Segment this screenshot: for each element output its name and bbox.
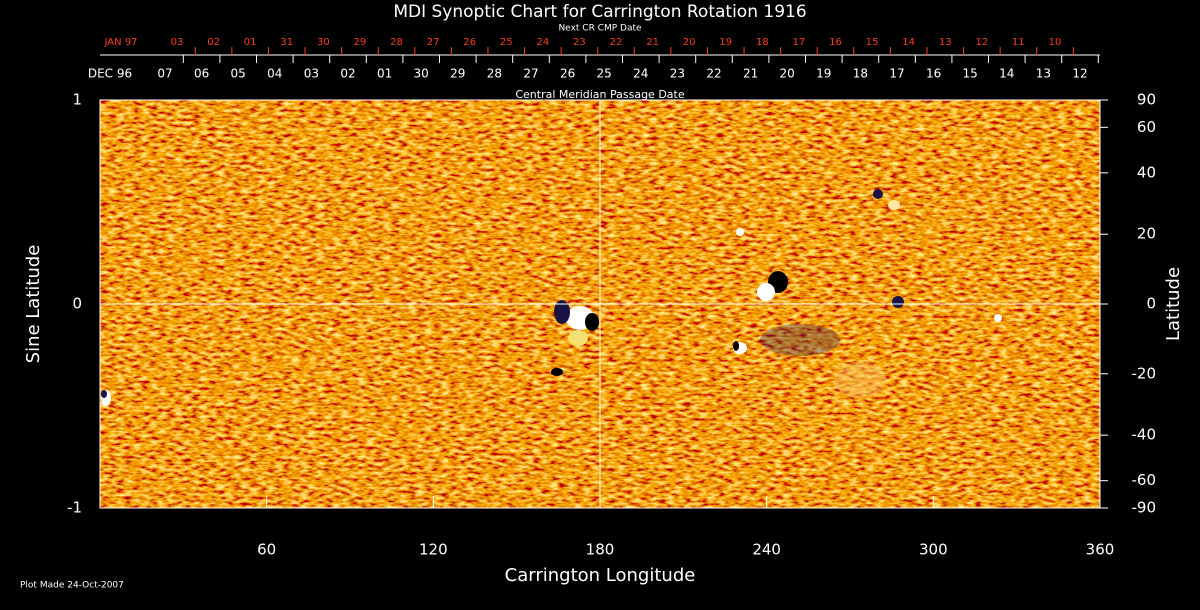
top-axis-label: 13 <box>1036 67 1051 81</box>
next-axis-label: 10 <box>1049 37 1062 48</box>
footnote: Plot Made 24-Oct-2007 <box>20 581 124 591</box>
y2-tick-label: 0 <box>1146 295 1156 313</box>
top-axis-label: 18 <box>853 67 868 81</box>
top-axis-label: 03 <box>304 67 319 81</box>
y-tick-label: 0 <box>72 295 82 313</box>
x-tick-label: 180 <box>586 541 615 559</box>
next-axis-label: 25 <box>500 37 513 48</box>
next-axis-label: 01 <box>244 37 257 48</box>
top-axis-label: 28 <box>487 67 502 81</box>
next-axis-label: Next CR CMP Date <box>558 24 642 34</box>
next-axis-label: 21 <box>646 37 659 48</box>
top-axis-label: 04 <box>267 67 282 81</box>
next-axis-label: 27 <box>427 37 440 48</box>
next-axis-label: 23 <box>573 37 586 48</box>
next-axis-label: 11 <box>1012 37 1025 48</box>
next-axis-label: 28 <box>390 37 403 48</box>
y-tick-label: 1 <box>72 91 82 109</box>
y2-axis-label: Latitude <box>1163 267 1184 341</box>
y2-tick-label: 60 <box>1137 118 1156 136</box>
top-axis-label: 07 <box>157 67 172 81</box>
top-axis-label: 19 <box>816 67 831 81</box>
next-axis-label: 24 <box>536 37 549 48</box>
top-axis-label: 22 <box>706 67 721 81</box>
top-axis-label: DEC 96 <box>88 67 132 81</box>
chart-title: MDI Synoptic Chart for Carrington Rotati… <box>393 2 806 22</box>
next-axis-label: 15 <box>866 37 879 48</box>
top-axis-label: 26 <box>560 67 575 81</box>
next-axis-label: 03 <box>171 37 184 48</box>
top-axis-label: 23 <box>670 67 685 81</box>
x-tick-label: 240 <box>752 541 781 559</box>
top-axis-label: 24 <box>633 67 648 81</box>
top-axis-label: 01 <box>377 67 392 81</box>
top-axis-label: 27 <box>523 67 538 81</box>
x-tick-label: 120 <box>419 541 448 559</box>
x-tick-label: 60 <box>257 541 276 559</box>
next-axis-label: 31 <box>280 37 293 48</box>
x-tick-label: 360 <box>1086 541 1115 559</box>
next-axis-label: 02 <box>207 37 220 48</box>
x-axis-label: Carrington Longitude <box>505 565 696 586</box>
y2-tick-label: -60 <box>1132 471 1157 489</box>
top-axis-label: 29 <box>450 67 465 81</box>
next-axis-label: 22 <box>610 37 623 48</box>
next-axis-label: 20 <box>683 37 696 48</box>
next-axis-label: 17 <box>793 37 806 48</box>
y2-tick-label: 90 <box>1137 91 1156 109</box>
top-axis-label: 20 <box>780 67 795 81</box>
next-axis-label: 26 <box>463 37 476 48</box>
y-tick-label: -1 <box>67 499 82 517</box>
top-axis-label: 05 <box>231 67 246 81</box>
top-axis-label: 14 <box>999 67 1014 81</box>
y2-tick-label: -20 <box>1132 364 1157 382</box>
next-axis-label: 30 <box>317 37 330 48</box>
top-axis-label: 12 <box>1072 67 1087 81</box>
top-axis-label: 06 <box>194 67 209 81</box>
next-axis-label: 13 <box>939 37 952 48</box>
y2-tick-label: 40 <box>1137 163 1156 181</box>
top-axis-label: 25 <box>597 67 612 81</box>
y2-tick-label: 20 <box>1137 225 1156 243</box>
top-axis-label: 15 <box>963 67 978 81</box>
top-axis-label: 21 <box>743 67 758 81</box>
top-axis-label: 16 <box>926 67 941 81</box>
top-axis-label: 02 <box>340 67 355 81</box>
x-tick-label: 300 <box>919 541 948 559</box>
next-axis-label: 18 <box>756 37 769 48</box>
y2-tick-label: -90 <box>1132 499 1157 517</box>
y2-tick-label: -40 <box>1132 426 1157 444</box>
next-axis-label: 16 <box>829 37 842 48</box>
next-axis-label: 12 <box>975 37 988 48</box>
next-axis-label: 29 <box>354 37 367 48</box>
top-axis-label: 30 <box>414 67 429 81</box>
y-axis-label: Sine Latitude <box>23 245 44 364</box>
next-axis-label: 19 <box>719 37 732 48</box>
top-axis-label: Central Meridian Passage Date <box>515 88 684 101</box>
next-axis-label: JAN 97 <box>104 37 138 48</box>
next-axis-label: 14 <box>902 37 915 48</box>
top-axis-label: 17 <box>889 67 904 81</box>
